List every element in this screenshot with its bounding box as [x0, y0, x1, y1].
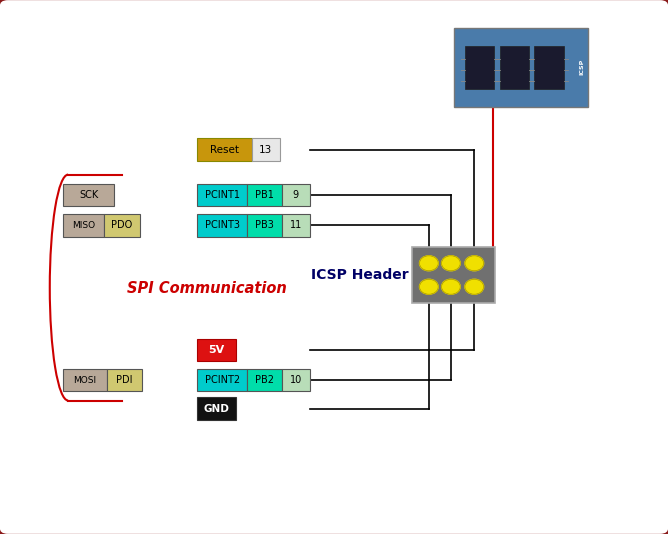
Text: MISO: MISO — [72, 221, 95, 230]
Text: GND: GND — [204, 404, 229, 413]
FancyBboxPatch shape — [252, 138, 280, 161]
Text: PB2: PB2 — [255, 375, 274, 385]
Text: MOSI: MOSI — [73, 376, 97, 384]
Text: SCK: SCK — [79, 190, 98, 200]
Text: PDI: PDI — [116, 375, 132, 385]
Text: 13: 13 — [259, 145, 273, 154]
Text: 10: 10 — [290, 375, 302, 385]
FancyBboxPatch shape — [282, 369, 310, 391]
FancyBboxPatch shape — [197, 138, 252, 161]
Circle shape — [442, 279, 460, 294]
FancyBboxPatch shape — [63, 184, 114, 206]
Text: PCINT2: PCINT2 — [204, 375, 240, 385]
FancyBboxPatch shape — [500, 46, 529, 89]
Circle shape — [420, 256, 438, 271]
FancyBboxPatch shape — [247, 184, 282, 206]
Text: 5V: 5V — [208, 345, 224, 355]
Text: SPI Communication: SPI Communication — [127, 281, 287, 296]
FancyBboxPatch shape — [247, 369, 282, 391]
FancyBboxPatch shape — [197, 397, 236, 420]
Text: 9: 9 — [293, 190, 299, 200]
FancyBboxPatch shape — [454, 28, 588, 107]
FancyBboxPatch shape — [107, 369, 142, 391]
FancyBboxPatch shape — [465, 46, 494, 89]
Circle shape — [465, 279, 484, 294]
FancyBboxPatch shape — [197, 184, 247, 206]
FancyBboxPatch shape — [197, 339, 236, 361]
Text: ICSP: ICSP — [580, 59, 584, 75]
Text: PB3: PB3 — [255, 221, 274, 230]
Text: Reset: Reset — [210, 145, 239, 154]
Text: PB1: PB1 — [255, 190, 274, 200]
Text: PCINT1: PCINT1 — [204, 190, 240, 200]
Text: ICSP Header: ICSP Header — [311, 268, 409, 282]
FancyBboxPatch shape — [282, 184, 310, 206]
FancyBboxPatch shape — [282, 214, 310, 237]
FancyBboxPatch shape — [63, 369, 107, 391]
FancyBboxPatch shape — [534, 46, 564, 89]
Circle shape — [442, 256, 460, 271]
Circle shape — [465, 256, 484, 271]
FancyBboxPatch shape — [197, 214, 247, 237]
Text: PDO: PDO — [112, 221, 132, 230]
Text: PCINT3: PCINT3 — [204, 221, 240, 230]
FancyBboxPatch shape — [412, 247, 495, 303]
FancyBboxPatch shape — [247, 214, 282, 237]
FancyBboxPatch shape — [197, 369, 247, 391]
Circle shape — [420, 279, 438, 294]
FancyBboxPatch shape — [104, 214, 140, 237]
FancyBboxPatch shape — [63, 214, 104, 237]
Text: 11: 11 — [290, 221, 302, 230]
